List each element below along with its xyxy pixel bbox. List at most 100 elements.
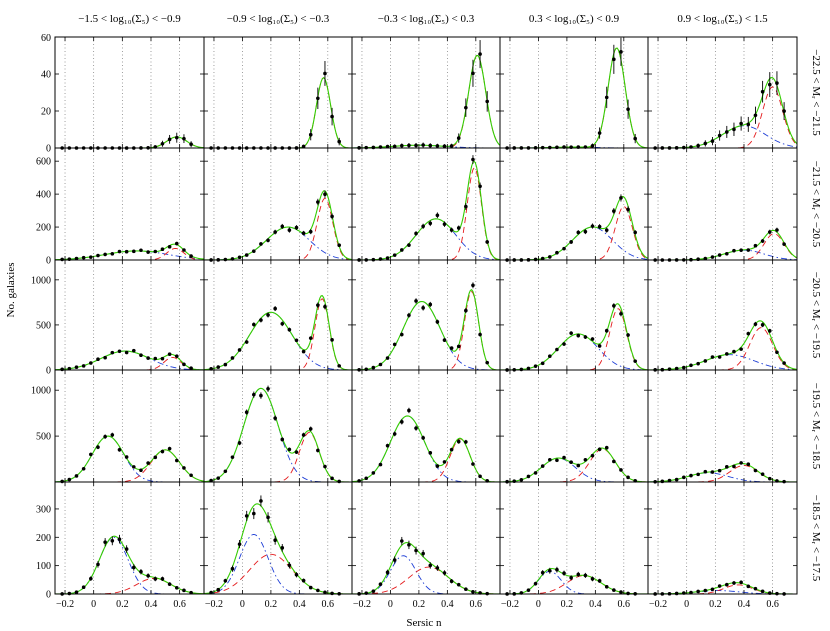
x-tick-label: 0.4 <box>145 599 158 610</box>
data-point <box>682 475 686 480</box>
total-fit-curve <box>54 435 205 483</box>
data-point <box>689 473 693 478</box>
data-point <box>294 450 299 454</box>
y-tick-label: 500 <box>36 320 51 331</box>
data-point <box>81 466 86 471</box>
data-point <box>273 538 277 543</box>
bulge-component-curve <box>648 327 798 371</box>
y-tick-label: 0 <box>46 590 51 601</box>
data-point <box>753 322 758 326</box>
bulge-component-curve <box>204 77 353 149</box>
data-point <box>519 367 524 372</box>
panel-r1-c2 <box>351 147 501 262</box>
panel-r0-c4 <box>647 36 798 150</box>
data-point <box>612 588 616 592</box>
data-point <box>301 578 306 583</box>
data-point <box>81 255 86 260</box>
data-point <box>337 243 341 248</box>
data-point <box>167 137 172 142</box>
data-point <box>782 242 786 246</box>
data-point <box>371 145 376 150</box>
data-point <box>569 331 573 335</box>
data-point <box>146 250 150 254</box>
data-point <box>259 318 263 322</box>
data-point <box>230 566 235 571</box>
data-point <box>478 184 482 189</box>
data-point <box>555 567 559 572</box>
x-tick-label: −0.2 <box>205 599 223 610</box>
data-point <box>414 231 418 236</box>
total-fit-curve <box>647 320 798 371</box>
data-point <box>378 362 383 367</box>
data-point <box>775 350 779 355</box>
total-fit-curve <box>351 542 501 595</box>
data-point <box>385 256 390 260</box>
data-point <box>337 479 341 484</box>
data-point <box>739 580 743 585</box>
panel-r3-c2 <box>351 369 501 483</box>
data-point <box>703 141 708 146</box>
data-point <box>626 333 630 337</box>
data-point <box>139 248 143 253</box>
x-tick-label: 0.4 <box>589 599 602 610</box>
data-point <box>710 255 715 259</box>
data-point <box>139 569 143 574</box>
panel-r3-c4 <box>647 369 798 484</box>
data-point <box>400 539 404 543</box>
bulge-component-curve <box>203 553 353 595</box>
data-point <box>619 50 623 54</box>
total-fit-curve <box>352 160 501 261</box>
y-axis-label: No. galaxies <box>5 263 17 318</box>
data-point <box>124 350 129 355</box>
data-point <box>266 238 270 243</box>
data-point <box>442 460 447 464</box>
data-point <box>576 572 581 577</box>
data-point <box>548 255 552 259</box>
data-point <box>435 213 440 218</box>
data-point <box>449 228 454 232</box>
data-point <box>252 392 256 397</box>
data-point <box>182 588 186 593</box>
data-point <box>323 464 327 469</box>
disk-component-curve <box>500 226 649 261</box>
x-tick-label: −0.2 <box>56 599 74 610</box>
data-point <box>110 538 115 543</box>
data-point <box>449 579 454 584</box>
data-point <box>74 590 79 595</box>
panel-r2-c3 <box>499 259 649 372</box>
data-point <box>540 464 545 468</box>
data-point <box>689 363 693 368</box>
data-point <box>182 136 186 141</box>
data-point <box>767 82 772 87</box>
disk-component-curve <box>648 125 798 149</box>
data-point <box>230 356 235 360</box>
data-point <box>96 253 100 258</box>
data-point <box>746 248 751 252</box>
data-point <box>421 551 425 556</box>
data-point <box>323 71 327 76</box>
data-point <box>244 253 249 257</box>
data-point <box>633 230 637 235</box>
panel-r0-c0: 0 20 40 60 <box>41 33 205 155</box>
data-point <box>364 367 369 372</box>
data-point <box>287 228 292 232</box>
data-point <box>103 540 107 544</box>
data-point <box>753 113 758 118</box>
data-point <box>60 479 64 484</box>
data-point <box>330 114 334 119</box>
data-point <box>244 340 249 344</box>
data-point <box>301 144 306 149</box>
data-point <box>471 590 475 594</box>
data-point <box>371 589 376 594</box>
data-point <box>717 584 722 588</box>
data-point <box>209 478 213 483</box>
column-title: −0.9 < log₁₀(Σ₅) < −0.3 <box>227 13 330 25</box>
data-point <box>526 474 531 479</box>
data-point <box>619 590 623 594</box>
data-point <box>562 455 566 460</box>
x-tick-label: 0 <box>684 599 689 610</box>
data-point <box>316 200 320 204</box>
total-fit-curve <box>55 136 205 149</box>
panel-r0-c3 <box>499 36 649 150</box>
data-point <box>724 465 729 469</box>
